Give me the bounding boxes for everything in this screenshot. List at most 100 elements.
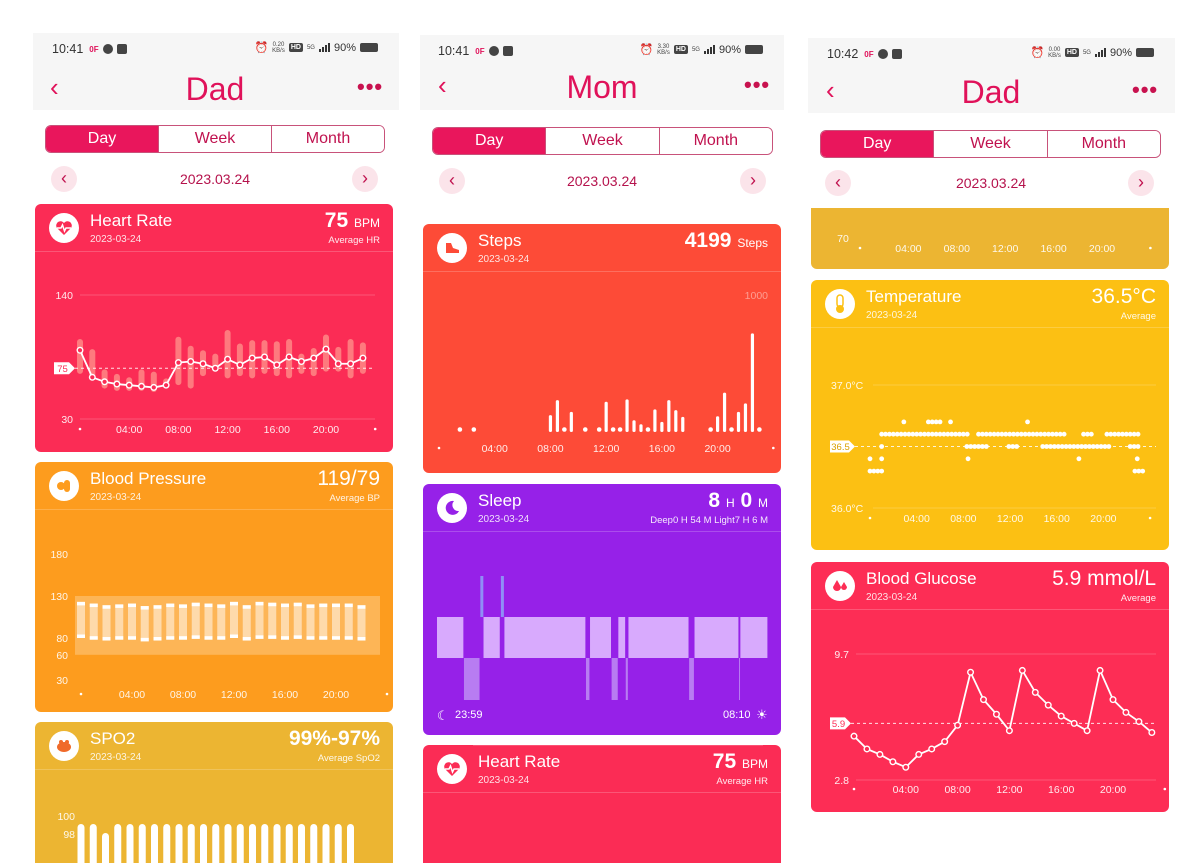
- temperature-reading: [914, 431, 920, 437]
- previous-day-button[interactable]: ‹: [439, 168, 465, 194]
- app-notification-icon-2: [502, 46, 513, 56]
- heart-rate-point: [260, 353, 268, 361]
- blood-pressure-card[interactable]: Blood Pressure 2023-03-24 119/79 Average…: [35, 462, 393, 712]
- more-options-button[interactable]: •••: [1132, 77, 1159, 102]
- steps-bar: [674, 410, 678, 432]
- temperature-reading: [1102, 444, 1108, 449]
- blood-glucose-card[interactable]: Blood Glucose 2023-03-24 5.9 mmol/L Aver…: [811, 562, 1169, 812]
- spo2-bar: [89, 824, 97, 863]
- tab-day[interactable]: Day: [433, 128, 546, 154]
- back-button[interactable]: ‹: [50, 72, 59, 102]
- heart-rate-card[interactable]: Heart Rate 2023-03-24 75 BPM Average HR …: [35, 204, 393, 452]
- temperature-reading: [910, 431, 916, 437]
- sun-icon: ☀: [756, 707, 768, 722]
- network-type: 5G: [1082, 49, 1091, 56]
- blood-pressure-bar: [332, 603, 340, 640]
- y-tick-label: 30: [56, 675, 68, 687]
- spo2-card[interactable]: SPO2 2023-03-24 99%-97% Average SpO2 100…: [35, 722, 393, 863]
- temperature-reading: [1051, 444, 1057, 449]
- diastolic-cap: [242, 637, 251, 641]
- glucose-line: [853, 667, 1153, 769]
- blood-pressure-bar: [140, 606, 149, 642]
- more-options-button[interactable]: •••: [744, 72, 771, 97]
- tab-week[interactable]: Week: [158, 126, 271, 152]
- back-button[interactable]: ‹: [438, 70, 447, 100]
- sleep-segment-deep: [689, 658, 694, 700]
- systolic-cap: [344, 603, 353, 608]
- temperature-reading: [1116, 431, 1121, 437]
- heart-rate-point: [88, 373, 96, 381]
- diastolic-cap: [153, 637, 162, 641]
- temperature-reading: [867, 456, 873, 462]
- card-date: 2023-03-24: [90, 752, 142, 763]
- next-day-button[interactable]: ›: [352, 166, 378, 192]
- temperature-reading: [976, 431, 981, 437]
- temperature-reading: [976, 444, 981, 449]
- previous-day-button[interactable]: ‹: [51, 166, 77, 192]
- next-day-button[interactable]: ›: [1128, 170, 1154, 196]
- tab-week[interactable]: Week: [545, 128, 659, 154]
- heart-rate-point: [297, 358, 305, 366]
- tab-week[interactable]: Week: [933, 131, 1047, 157]
- x-tick-label: 04:00: [482, 443, 508, 455]
- x-axis-start-dot: [78, 427, 82, 431]
- heart-pulse-icon: [437, 754, 467, 784]
- sleep-segment-awake: [480, 576, 484, 617]
- temperature-reading: [1079, 444, 1085, 449]
- more-options-button[interactable]: •••: [357, 74, 384, 99]
- y-tick-label: 36.0°C: [831, 503, 864, 515]
- sleep-card[interactable]: Sleep 2023-03-24 8 H 0 M Deep0 H 54 M Li…: [423, 484, 781, 735]
- spo2-card-partial[interactable]: 70 04:00 08:00 12:00 16:00 20:00: [811, 208, 1169, 269]
- temperature-reading: [1042, 431, 1048, 437]
- tab-month[interactable]: Month: [1046, 131, 1160, 157]
- heart-rate-point: [187, 358, 195, 366]
- status-right: ⏰ 0.00 KB/s HD 5G 90%: [1030, 46, 1154, 59]
- x-tick-label: 16:00: [1040, 243, 1066, 255]
- tab-month[interactable]: Month: [271, 126, 384, 152]
- back-button[interactable]: ‹: [826, 75, 835, 105]
- steps-card[interactable]: Steps 2023-03-24 4199 Steps 1000 04:00 08:…: [423, 224, 781, 473]
- x-axis-end-dot: [385, 692, 389, 696]
- temperature-card[interactable]: Temperature 2023-03-24 36.5°C Average 37…: [811, 280, 1169, 550]
- heart-rate-card[interactable]: Heart Rate 2023-03-24 75 BPM Average HR …: [423, 745, 781, 863]
- card-header: Steps 2023-03-24 4199 Steps: [423, 224, 781, 272]
- x-axis-start-dot: [868, 516, 872, 520]
- temperature-reading: [937, 419, 943, 425]
- systolic-cap: [357, 605, 366, 609]
- y-tick-label: 9.7: [834, 649, 849, 661]
- temperature-reading: [1061, 431, 1067, 437]
- y-tick-label: 140: [445, 745, 463, 748]
- temperature-reading: [929, 431, 935, 437]
- temperature-reading: [1057, 431, 1063, 437]
- steps-bar: [757, 427, 762, 432]
- heart-rate-range-bar: [224, 329, 231, 379]
- tab-day[interactable]: Day: [821, 131, 934, 157]
- blood-pressure-bar: [89, 603, 98, 640]
- current-date: 2023.03.24: [179, 171, 251, 187]
- heart-rate-point: [162, 381, 170, 389]
- tab-day[interactable]: Day: [46, 126, 158, 152]
- y-tick-label: 30: [61, 414, 73, 426]
- app-notification-icon: 0F: [864, 49, 874, 59]
- next-day-button[interactable]: ›: [740, 168, 766, 194]
- previous-day-button[interactable]: ‹: [825, 170, 851, 196]
- shoe-icon: [437, 233, 467, 263]
- blood-pressure-bar: [281, 603, 289, 640]
- temperature-reading: [1046, 431, 1051, 437]
- sleep-segment-deep: [611, 658, 618, 700]
- steps-bar: [632, 420, 636, 432]
- steps-bar: [729, 427, 734, 432]
- card-subtitle: Average: [1120, 311, 1156, 322]
- x-axis-end-dot: [1148, 516, 1152, 520]
- card-header: Temperature 2023-03-24 36.5°C Average: [811, 280, 1169, 328]
- steps-bar: [716, 416, 720, 432]
- average-tag: [830, 717, 851, 730]
- systolic-cap: [77, 601, 85, 606]
- tab-month[interactable]: Month: [658, 128, 772, 154]
- page-title: Mom: [566, 69, 638, 105]
- blood-pressure-bar: [268, 602, 277, 639]
- temperature-reading: [1108, 431, 1114, 437]
- x-tick-label: 04:00: [893, 784, 919, 796]
- blood-pressure-bar: [217, 604, 226, 640]
- temperature-reading: [1055, 444, 1061, 449]
